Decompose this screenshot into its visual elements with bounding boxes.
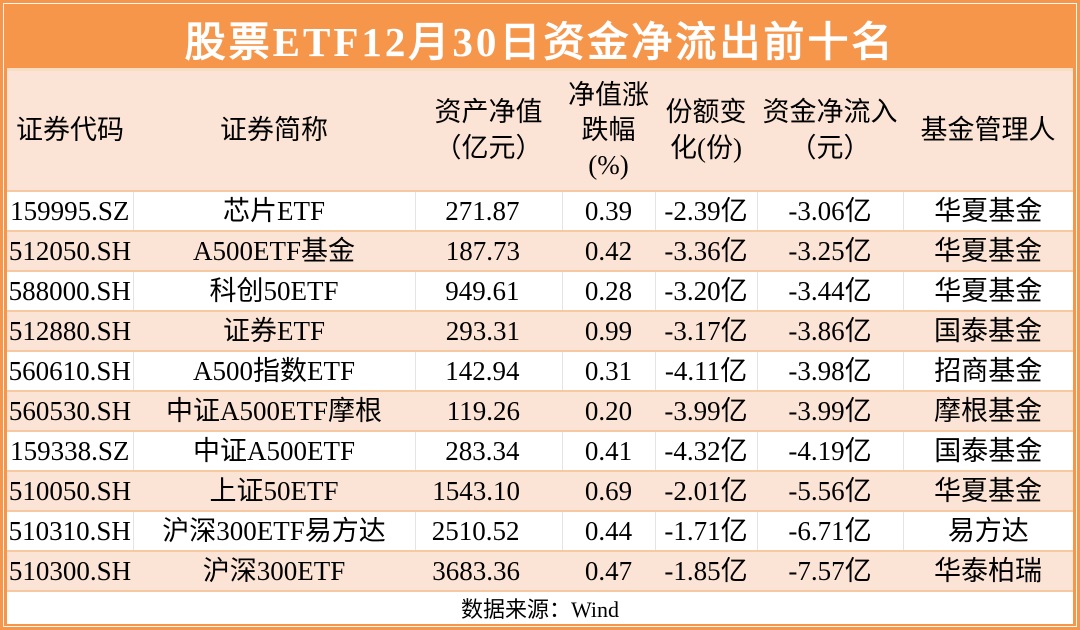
table-cell: 0.99 — [562, 310, 655, 351]
table-cell: 上证50ETF — [133, 470, 415, 511]
data-source-label: 数据来源：Wind — [461, 597, 619, 622]
table-row: 588000.SH 科创50ETF 949.61 0.28 -3.20亿 -3.44亿 华夏… — [7, 270, 1073, 311]
table-cell: -3.25亿 — [757, 230, 903, 271]
table-cell: A500ETF基金 — [133, 230, 415, 271]
table-cell: 0.28 — [561, 270, 655, 311]
table-row: 510300.SH 沪深300ETF 3683.36 0.47 -1.85亿 -7.57亿… — [7, 550, 1073, 590]
table-cell: -3.06亿 — [756, 190, 903, 231]
title-bar: 股票ETF12月30日资金净流出前十名 — [7, 7, 1073, 68]
table-cell: -3.36亿 — [655, 230, 757, 271]
table-row: 510050.SH 上证50ETF 1543.10 0.69 -2.01亿 -5.56亿华… — [7, 470, 1073, 511]
table-cell: 0.39 — [561, 190, 655, 231]
column-header-code: 证券代码 — [7, 71, 133, 191]
table-cell: 0.69 — [562, 470, 655, 511]
table-cell: 293.31 — [415, 310, 562, 351]
table-cell: 510310.SH — [7, 510, 133, 551]
table-row: 159995.SZ 芯片ETF 271.87 0.39 -2.39亿 -3.06亿 华夏基金 — [7, 190, 1073, 231]
table-cell: 沪深300ETF — [133, 550, 415, 590]
column-header-share-change: 份额变 化(份) — [655, 71, 757, 191]
table-cell: 华夏基金 — [902, 190, 1073, 231]
table-header: 证券代码 证券简称 资产净值 （亿元） 净值涨 跌幅 (%) 份额变 化(份) … — [7, 71, 1073, 191]
table-cell: -3.20亿 — [654, 270, 757, 311]
table-cell: 512880.SH — [7, 310, 133, 351]
header-row: 证券代码 证券简称 资产净值 （亿元） 净值涨 跌幅 (%) 份额变 化(份) … — [7, 71, 1073, 191]
table-cell: -3.99亿 — [655, 390, 757, 431]
table-cell: 中证A500ETF摩根 — [133, 390, 415, 431]
table-cell: 科创50ETF — [132, 270, 415, 311]
etf-flow-table: 证券代码 证券简称 资产净值 （亿元） 净值涨 跌幅 (%) 份额变 化(份) … — [7, 71, 1073, 590]
table-cell: -3.99亿 — [757, 390, 903, 431]
table-cell: 0.20 — [562, 390, 655, 431]
table-cell: 510050.SH — [7, 470, 133, 511]
table-cell: 国泰基金 — [903, 310, 1073, 351]
table-cell: 沪深300ETF易方达 — [132, 510, 415, 551]
table-cell: 招商基金 — [902, 350, 1073, 391]
table-cell: -4.11亿 — [654, 350, 757, 391]
table-cell: 华夏基金 — [902, 270, 1073, 311]
table-cell: 0.31 — [561, 350, 655, 391]
table-cell: -3.86亿 — [757, 310, 903, 351]
table-cell: 1543.10 — [415, 470, 562, 511]
table-cell: 芯片ETF — [132, 190, 415, 231]
table-cell: 摩根基金 — [903, 390, 1073, 431]
table-cell: 证券ETF — [133, 310, 415, 351]
table-cell: 0.42 — [562, 230, 655, 271]
column-header-manager: 基金管理人 — [903, 71, 1073, 191]
table-cell: -2.01亿 — [655, 470, 757, 511]
table-cell: 2510.52 — [414, 510, 562, 551]
table-cell: 国泰基金 — [902, 430, 1073, 471]
table-cell: -4.32亿 — [654, 430, 757, 471]
table-cell: 187.73 — [415, 230, 562, 271]
table-cell: -7.57亿 — [757, 550, 903, 590]
column-header-name: 证券简称 — [133, 71, 415, 191]
table-cell: 510300.SH — [7, 550, 133, 590]
table-cell: 159338.SZ — [7, 430, 133, 471]
table-cell: 949.61 — [414, 270, 562, 311]
table-cell: 华夏基金 — [903, 470, 1073, 511]
table-cell: -3.17亿 — [655, 310, 757, 351]
table-cell: 119.26 — [415, 390, 562, 431]
table-cell: 512050.SH — [7, 230, 133, 271]
table-cell: 0.47 — [562, 550, 655, 590]
table-cell: -6.71亿 — [756, 510, 903, 551]
table-row: 159338.SZ 中证A500ETF 283.34 0.41 -4.32亿 -4.19亿… — [7, 430, 1073, 471]
table-row: 560610.SH A500指数ETF 142.94 0.31 -4.11亿 -3.98亿… — [7, 350, 1073, 391]
table-cell: 283.34 — [414, 430, 562, 471]
column-header-nav: 资产净值 （亿元） — [415, 71, 562, 191]
table-row: 512050.SH A500ETF基金 187.73 0.42 -3.36亿 -3.25亿… — [7, 230, 1073, 271]
table-cell: 华夏基金 — [903, 230, 1073, 271]
column-header-nav-change: 净值涨 跌幅 (%) — [562, 71, 655, 191]
table-cell: 142.94 — [414, 350, 562, 391]
column-header-net-flow: 资金净流入 （元） — [757, 71, 903, 191]
table-cell: 0.41 — [561, 430, 655, 471]
footer-bar: 数据来源：Wind — [7, 590, 1073, 624]
table-cell: -3.98亿 — [756, 350, 903, 391]
table-cell: -1.85亿 — [655, 550, 757, 590]
table-row: 512880.SH 证券ETF 293.31 0.99 -3.17亿 -3.86亿 国泰基金 — [7, 310, 1073, 351]
table-row: 510310.SH 沪深300ETF易方达 2510.52 0.44 -1.71亿 -6.… — [7, 510, 1073, 551]
table-cell: 华泰柏瑞 — [903, 550, 1073, 590]
table-cell: 中证A500ETF — [132, 430, 415, 471]
table-body: 159995.SZ 芯片ETF 271.87 0.39 -2.39亿 -3.06亿 华夏基金… — [7, 190, 1073, 590]
table-cell: 560610.SH — [7, 350, 133, 391]
table-cell: 0.44 — [561, 510, 655, 551]
table-cell: -1.71亿 — [654, 510, 757, 551]
table-cell: 159995.SZ — [7, 190, 133, 231]
table-cell: 271.87 — [414, 190, 562, 231]
table-cell: -3.44亿 — [756, 270, 903, 311]
table-cell: A500指数ETF — [132, 350, 415, 391]
table-cell: -4.19亿 — [756, 430, 903, 471]
table-cell: 560530.SH — [7, 390, 133, 431]
table-panel: 证券代码 证券简称 资产净值 （亿元） 净值涨 跌幅 (%) 份额变 化(份) … — [7, 68, 1073, 624]
table-cell: 易方达 — [902, 510, 1073, 551]
table-cell: -5.56亿 — [757, 470, 903, 511]
table-cell: 3683.36 — [415, 550, 562, 590]
page-title: 股票ETF12月30日资金净流出前十名 — [184, 18, 896, 65]
table-cell: -2.39亿 — [654, 190, 757, 231]
table-cell: 588000.SH — [7, 270, 133, 311]
table-row: 560530.SH 中证A500ETF摩根 119.26 0.20 -3.99亿 -3.9… — [7, 390, 1073, 431]
